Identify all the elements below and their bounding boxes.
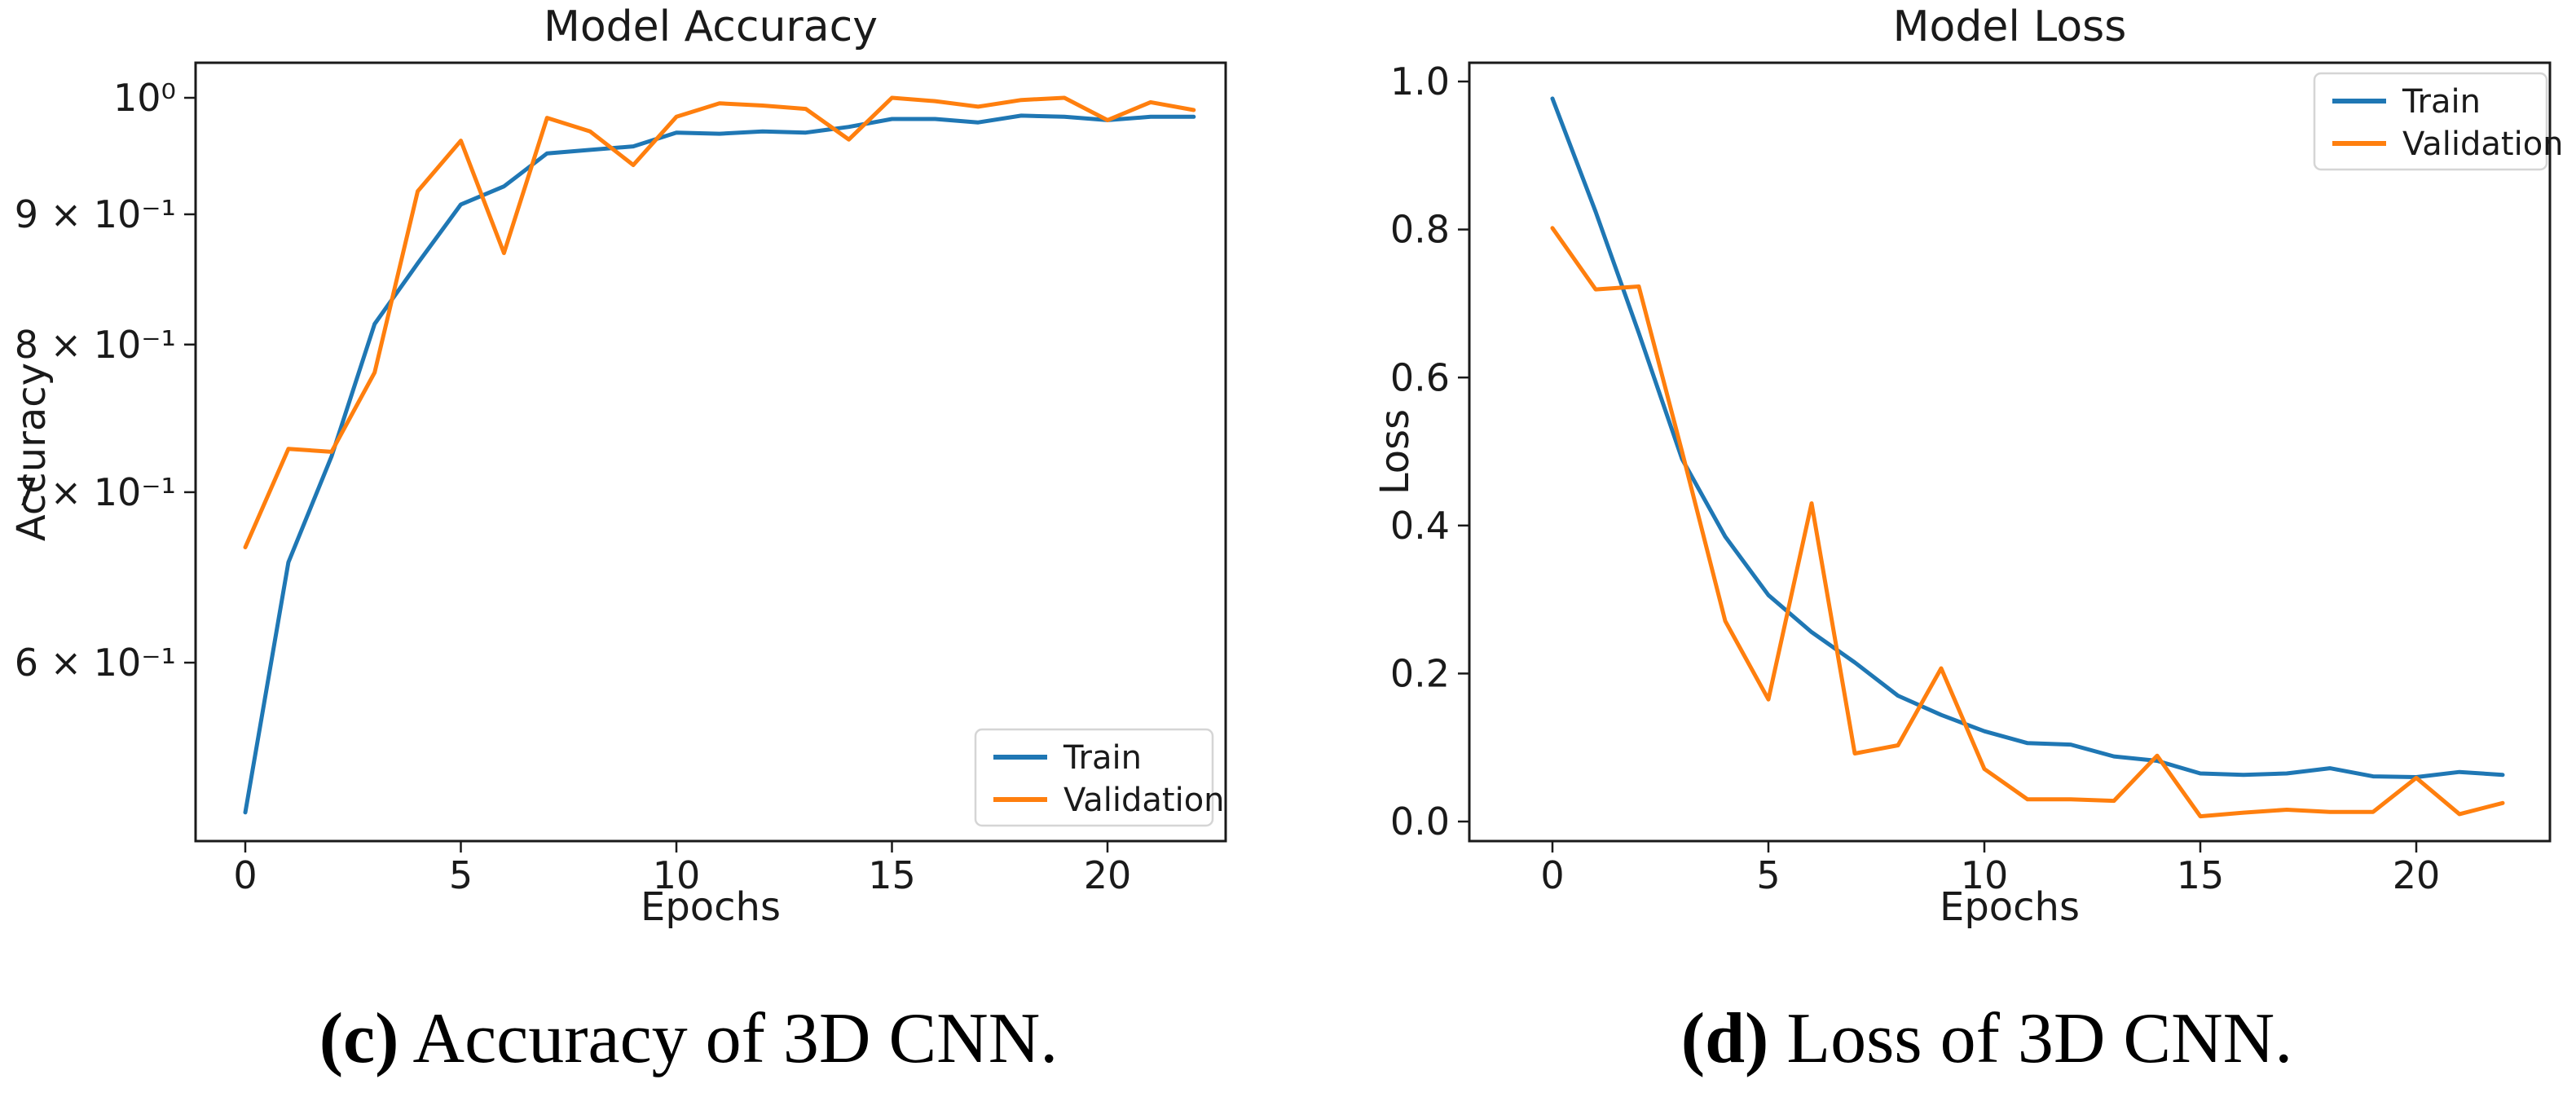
x-tick-label: 0	[233, 853, 257, 897]
legend-train-label: Train	[2402, 83, 2481, 121]
chart-title: Model Accuracy	[544, 2, 878, 51]
x-tick-label: 5	[1756, 853, 1780, 897]
x-axis-label: Epochs	[1940, 884, 2080, 930]
y-axis-label: Accuracy	[9, 363, 55, 541]
y-tick-label: 0.6	[1390, 355, 1450, 399]
x-tick-label: 10	[1961, 853, 2009, 897]
caption-d: (d) Loss of 3D CNN.	[1416, 990, 2557, 1088]
caption-d-label: (d)	[1680, 999, 1769, 1078]
y-tick-label: 1.0	[1390, 59, 1450, 104]
caption-c: (c) Accuracy of 3D CNN.	[118, 990, 1259, 1088]
y-tick-label: 10⁰	[113, 76, 176, 120]
y-tick-label: 7 × 10⁻¹	[15, 470, 176, 514]
train-line	[243, 113, 1196, 815]
chart-title: Model Loss	[1893, 2, 2127, 51]
y-tick-label: 0.0	[1390, 800, 1450, 844]
y-tick-label: 6 × 10⁻¹	[15, 641, 176, 685]
y-tick-label: 8 × 10⁻¹	[15, 323, 176, 367]
validation-line	[1550, 226, 2505, 819]
x-tick-label: 15	[868, 853, 916, 897]
legend-train-label: Train	[1063, 739, 1142, 777]
legend-validation-label: Validation	[2402, 126, 2564, 163]
y-tick-label: 0.2	[1390, 652, 1450, 696]
x-axis-label: Epochs	[641, 884, 781, 930]
y-tick-label: 9 × 10⁻¹	[15, 192, 176, 236]
x-tick-label: 20	[2393, 853, 2441, 897]
caption-c-label: (c)	[319, 999, 399, 1078]
legend-validation-label: Validation	[1063, 782, 1225, 819]
model-loss-chart: 0 5 10 15 20 1.0 0.8 0.6 0.4 0.2 0.0 Model Loss Epoc…	[1372, 2, 2564, 930]
x-tick-label: 15	[2177, 853, 2225, 897]
caption-c-text: Accuracy of 3D CNN.	[399, 999, 1059, 1078]
train-line	[1550, 96, 2505, 779]
x-tick-label: 5	[449, 853, 473, 897]
plot-border	[1468, 61, 2552, 843]
model-accuracy-chart: 0 5 10 15 20 10⁰ 9 × 10⁻¹ 8 × 10⁻¹ 7 × 10⁻¹ 6 × 1…	[9, 2, 1227, 930]
caption-d-text: Loss of 3D CNN.	[1768, 999, 2293, 1078]
y-axis-label: Loss	[1372, 409, 1418, 495]
validation-line	[243, 95, 1196, 549]
charts-canvas: 0 5 10 15 20 10⁰ 9 × 10⁻¹ 8 × 10⁻¹ 7 × 10⁻¹ 6 × 1…	[9, 2, 2564, 930]
x-tick-label: 10	[653, 853, 701, 897]
y-tick-label: 0.8	[1390, 208, 1450, 252]
plot-border	[194, 61, 1227, 843]
y-tick-label: 0.4	[1390, 504, 1450, 548]
x-tick-label: 20	[1084, 853, 1132, 897]
x-tick-label: 0	[1540, 853, 1564, 897]
